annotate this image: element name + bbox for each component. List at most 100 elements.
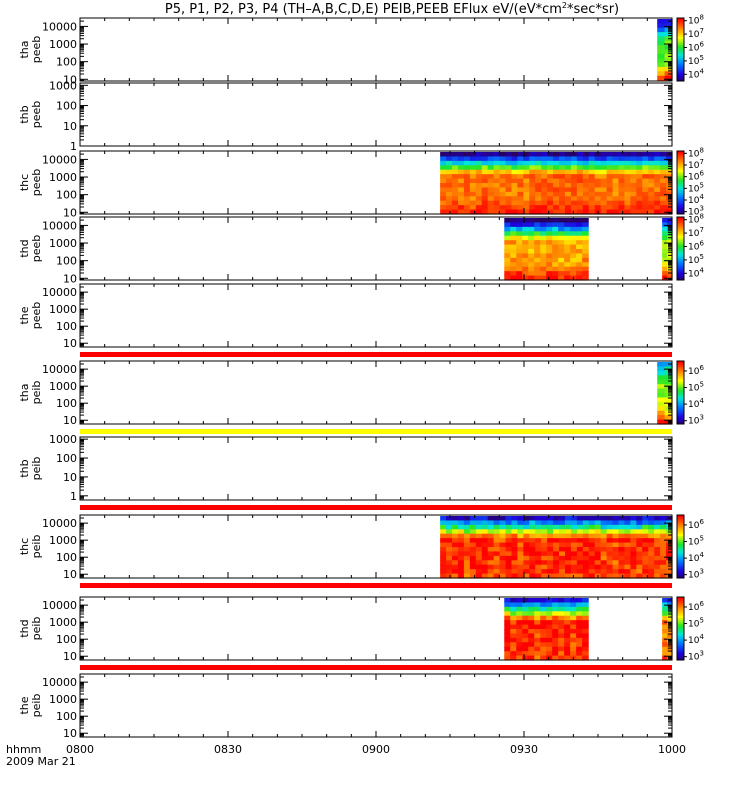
panel-frame-tha-peeb — [79, 17, 673, 82]
colorbar-thd-peib: 103 104 105 106 — [676, 596, 704, 663]
ytick-label-thc-peeb: 100 — [56, 189, 77, 202]
panel-thb-peeb: 1 10 100 1000 thbpeeb — [18, 79, 673, 153]
ytick-label-thb-peib: 100 — [56, 452, 77, 465]
colorbar-label-thd-peeb: 107 — [688, 226, 704, 239]
colorbar-label-tha-peib: 104 — [688, 397, 704, 410]
ytick-label-thb-peeb: 1000 — [49, 79, 77, 92]
ytick-label-thb-peib: 1000 — [49, 433, 77, 446]
ytick-label-the-peib: 10 — [63, 727, 77, 740]
panel-frame-tha-peib — [79, 360, 673, 425]
panel-frame-thb-peib — [79, 436, 673, 501]
ytick-label-thb-peeb: 100 — [56, 100, 77, 113]
panel-tha-peib: 10 100 1000 10000 thapeib 103 104 105 106 — [18, 360, 704, 434]
colorbar-label-thc-peib: 104 — [688, 551, 704, 564]
ytick-label-the-peib: 100 — [56, 710, 77, 723]
colorbar-label-thd-peib: 103 — [688, 650, 704, 663]
x-axis: hhmm 2009 Mar 21 0800 0830 0900 0930 1000 — [6, 743, 686, 768]
ytick-label-tha-peib: 100 — [56, 397, 77, 410]
ytick-label-thb-peib: 10 — [63, 471, 77, 484]
colorbar-label-tha-peib: 103 — [688, 414, 704, 427]
colorbar-label-thd-peeb: 106 — [688, 239, 704, 252]
ytick-label-thc-peib: 100 — [56, 551, 77, 564]
colorbar-thc-peib: 103 104 105 106 — [676, 514, 704, 581]
panel-frame-thb-peeb — [79, 82, 673, 147]
spectrogram-thc-peib-0 — [440, 516, 673, 579]
ytick-label-thc-peib: 10 — [63, 568, 77, 581]
colorbar-label-tha-peeb: 106 — [688, 40, 704, 53]
flag-bar-thd-peib — [80, 665, 672, 670]
colorbar-label-thc-peib: 106 — [688, 518, 704, 531]
ytick-label-thc-peeb: 10 — [63, 206, 77, 219]
xtick-label: 0900 — [362, 743, 390, 756]
ytick-label-the-peeb: 1000 — [49, 303, 77, 316]
colorbar-label-thd-peib: 105 — [688, 617, 704, 630]
x-axis-date: 2009 Mar 21 — [6, 755, 76, 768]
ytick-label-thd-peeb: 10000 — [42, 219, 77, 232]
ytick-label-thd-peib: 100 — [56, 633, 77, 646]
panel-thd-peib: 10 100 1000 10000 thdpeib 103 104 105 106 — [18, 596, 704, 670]
colorbar-label-tha-peib: 106 — [688, 364, 704, 377]
ytick-label-tha-peeb: 10000 — [42, 20, 77, 33]
ytick-label-thd-peib: 10000 — [42, 599, 77, 612]
ylabel-tha-peeb: thapeeb — [18, 36, 43, 64]
ylabel-thd-peeb: thdpeeb — [18, 235, 43, 263]
ytick-label-the-peeb: 100 — [56, 320, 77, 333]
ylabel-thc-peib: thcpeib — [18, 535, 43, 559]
colorbar-label-thd-peeb: 105 — [688, 253, 704, 266]
ytick-label-thc-peib: 10000 — [42, 517, 77, 530]
ytick-label-tha-peib: 10000 — [42, 363, 77, 376]
ylabel-the-peib: thepeib — [18, 694, 43, 718]
colorbar-tha-peib: 103 104 105 106 — [676, 360, 704, 427]
ylabel-thc-peeb: thcpeeb — [18, 169, 43, 197]
xtick-label: 0830 — [214, 743, 242, 756]
ytick-label-tha-peeb: 1000 — [49, 38, 77, 51]
colorbar-label-thd-peib: 104 — [688, 633, 704, 646]
ytick-label-the-peeb: 10 — [63, 337, 77, 350]
ytick-label-tha-peib: 10 — [63, 414, 77, 427]
panel-the-peeb: 10 100 1000 10000 thepeeb — [18, 283, 673, 357]
flag-bar-the-peeb — [80, 352, 672, 357]
colorbar-label-thd-peib: 106 — [688, 600, 704, 613]
colorbar-label-tha-peeb: 104 — [688, 67, 704, 80]
ytick-label-the-peeb: 10000 — [42, 286, 77, 299]
ytick-label-thd-peeb: 1000 — [49, 237, 77, 250]
panel-thb-peib: 1 10 100 1000 thbpeib — [18, 433, 673, 510]
ytick-label-thd-peeb: 10 — [63, 272, 77, 285]
xtick-label: 0800 — [66, 743, 94, 756]
ytick-label-thc-peeb: 1000 — [49, 171, 77, 184]
ylabel-thb-peib: thbpeib — [18, 457, 43, 481]
panel-frame-the-peeb — [79, 283, 673, 348]
ytick-label-tha-peib: 1000 — [49, 380, 77, 393]
ylabel-thb-peeb: thbpeeb — [18, 101, 43, 129]
colorbar-label-tha-peeb: 108 — [688, 14, 704, 27]
spectrogram-thd-peeb-0 — [504, 218, 589, 281]
panel-thc-peib: 10 100 1000 10000 thcpeib 103 104 105 106 — [18, 514, 704, 588]
colorbar-label-tha-peib: 105 — [688, 381, 704, 394]
spectrogram-thc-peeb-0 — [440, 152, 673, 215]
ytick-label-tha-peeb: 100 — [56, 56, 77, 69]
ytick-label-thb-peeb: 1 — [70, 140, 77, 153]
colorbar-label-thc-peib: 103 — [688, 568, 704, 581]
ytick-label-the-peib: 1000 — [49, 693, 77, 706]
flag-bar-thb-peib — [80, 505, 672, 510]
ytick-label-thd-peib: 10 — [63, 650, 77, 663]
flag-bar-tha-peib — [80, 429, 672, 434]
xtick-label: 0930 — [510, 743, 538, 756]
ylabel-thd-peib: thdpeib — [18, 617, 43, 641]
spectrogram-thd-peib-0 — [504, 598, 589, 661]
colorbar-label-thd-peeb: 104 — [688, 266, 704, 279]
xtick-label: 1000 — [658, 743, 686, 756]
ytick-label-tha-peeb: 10 — [63, 73, 77, 86]
ytick-label-the-peib: 10000 — [42, 676, 77, 689]
panel-the-peib: 10 100 1000 10000 thepeib — [18, 673, 673, 740]
panel-frame-the-peib — [79, 673, 673, 738]
ytick-label-thd-peeb: 100 — [56, 255, 77, 268]
colorbar-label-tha-peeb: 105 — [688, 54, 704, 67]
colorbar-label-tha-peeb: 107 — [688, 27, 704, 40]
